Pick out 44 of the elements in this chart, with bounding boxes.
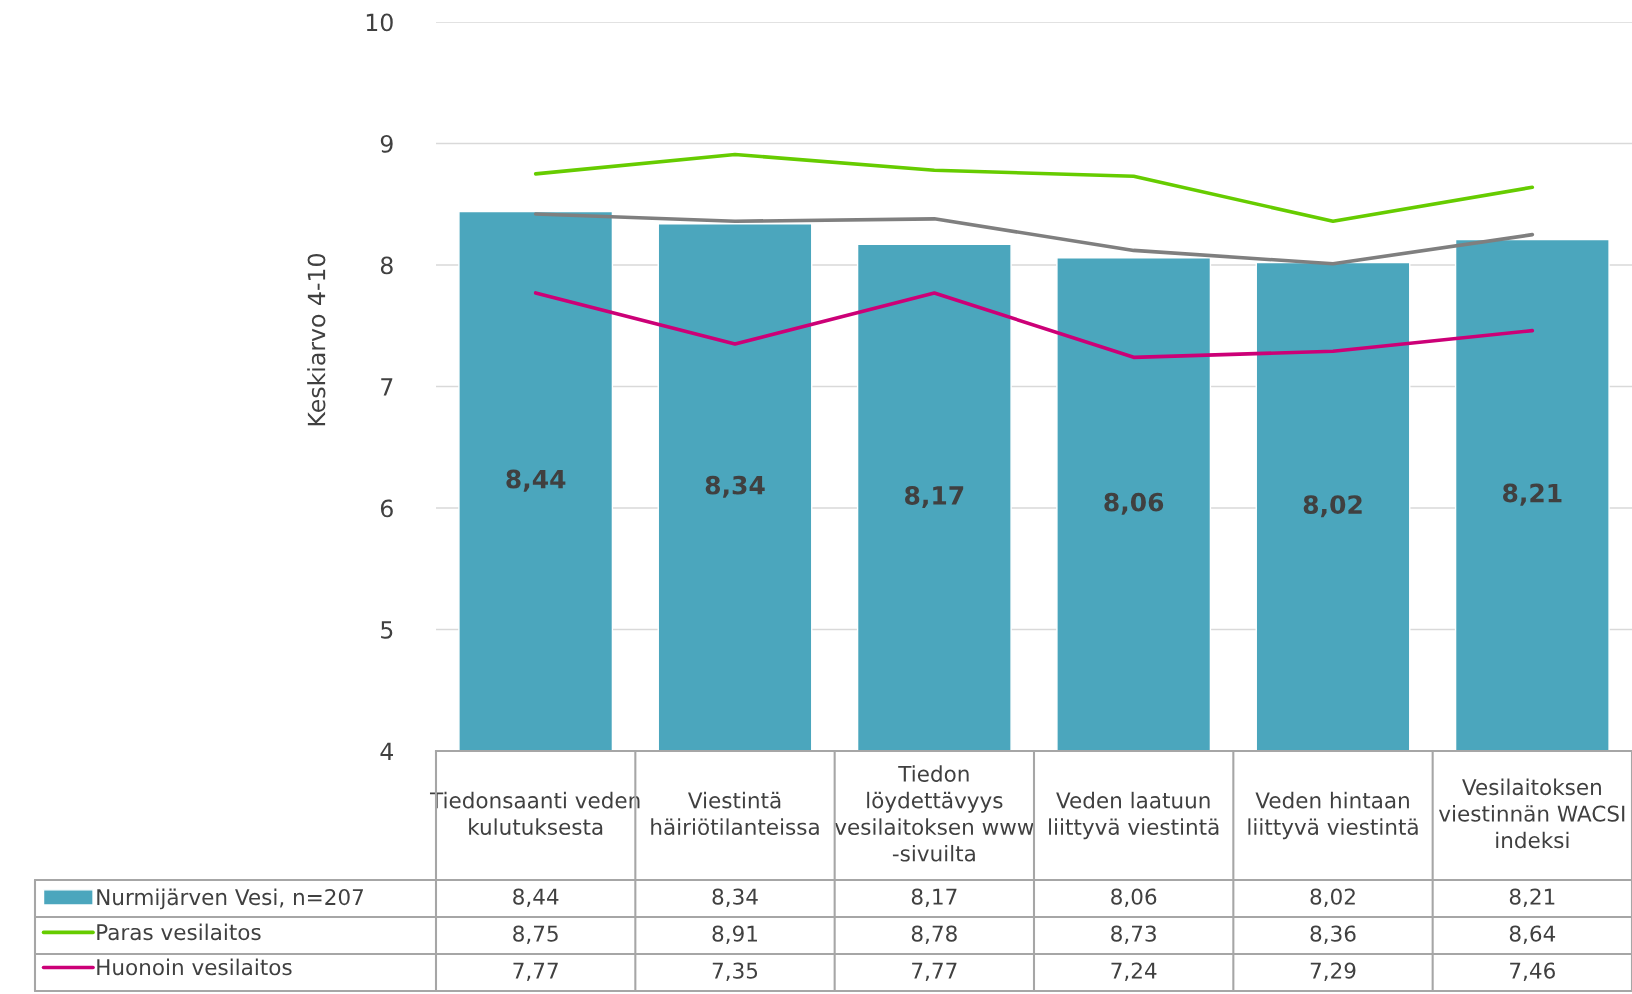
data-label: 8,36: [1310, 925, 1356, 944]
data-label: 7,77: [513, 962, 558, 981]
y-tick-label: 5: [381, 621, 393, 639]
line-series: [533, 212, 1535, 266]
data-label: 8,44: [513, 888, 559, 907]
x-tick-label: Veden hintaan liittyvä viestintä: [1248, 791, 1418, 840]
data-label: 8,75: [513, 925, 558, 944]
y-tick-label: 10: [366, 13, 393, 32]
data-label: 8,64: [1509, 925, 1556, 944]
data-label: 7,77: [912, 962, 957, 981]
text: 8,44: [506, 469, 566, 492]
data-label: 7,35: [712, 962, 758, 981]
text: 8,06: [1104, 492, 1164, 515]
data-label: 8,17: [911, 888, 957, 907]
data-label: 8,34: [712, 888, 758, 907]
data-label: 8,06: [1111, 888, 1157, 907]
y-tick-label: 9: [380, 134, 393, 153]
data-label: 7,46: [1510, 962, 1555, 981]
x-tick-label: Tiedon löydettävyys vesilaitoksen www -sivuilta: [834, 765, 1034, 862]
y-axis-title: Keskiarvo 4-10: [307, 254, 326, 426]
legend-label: Paras vesilaitos: [97, 923, 261, 941]
line-series: [533, 152, 1535, 224]
y-tick-label: 4: [380, 742, 394, 760]
data-label: 8,02: [1310, 888, 1355, 907]
line-series: [533, 291, 1535, 360]
x-tick-label: Tiedonsaanti veden kulutuksesta: [429, 791, 640, 836]
legend-label: Nurmijärven Vesi, n=207: [97, 888, 363, 910]
x-tick-label: Veden laatuun liittyvä viestintä: [1049, 791, 1219, 840]
y-tick-label: 8: [380, 256, 393, 275]
data-label: 7,29: [1310, 962, 1356, 981]
data-label: 8,73: [1111, 925, 1156, 944]
x-tick-label: Viestintä häiriötilanteissa: [651, 791, 819, 836]
text: 8,17: [905, 486, 964, 509]
text: 8,34: [705, 475, 765, 498]
data-label: 7,24: [1111, 962, 1157, 981]
text: 8,21: [1503, 483, 1562, 506]
y-tick-label: 7: [381, 378, 393, 396]
x-tick-label: Vesilaitoksen viestinnän WACSI indeksi: [1438, 778, 1625, 849]
data-label: 8,78: [911, 925, 957, 944]
text: 8,02: [1303, 495, 1362, 518]
y-tick-label: 6: [380, 499, 393, 518]
legend-label: Huonoin vesilaitos: [97, 958, 292, 976]
data-label: 8,21: [1509, 888, 1555, 907]
data-label: 8,91: [712, 925, 757, 944]
